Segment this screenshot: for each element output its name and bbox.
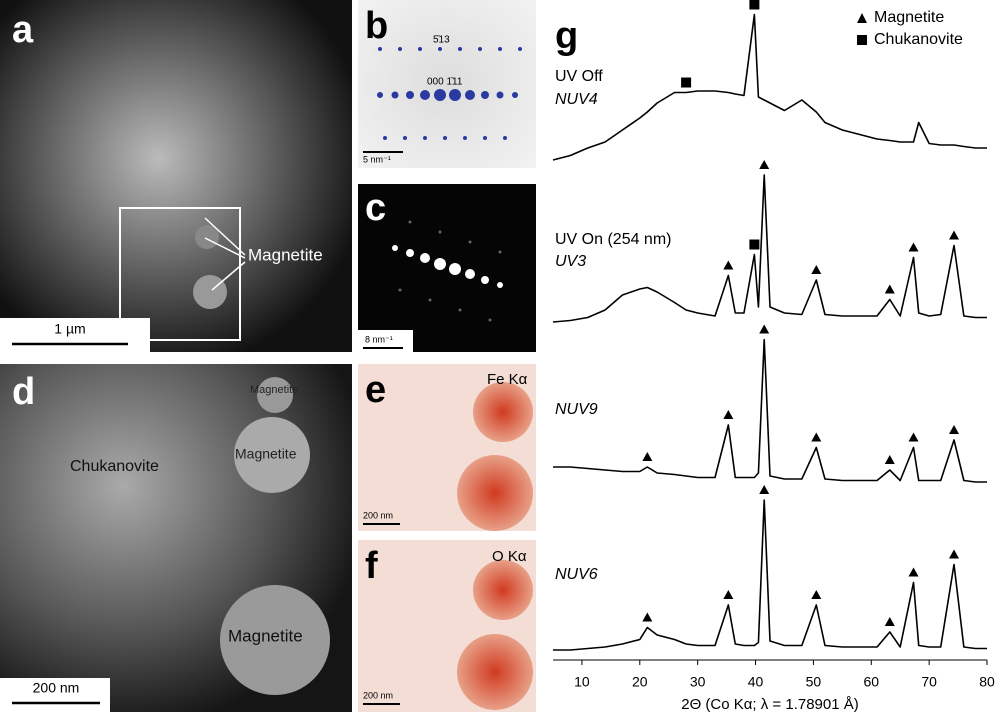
label: Magnetite: [228, 626, 303, 645]
x-tick-label: 10: [574, 674, 590, 690]
series-label: UV3: [555, 253, 586, 270]
label: Fe Kα: [487, 371, 528, 388]
phase-marker: [642, 452, 653, 461]
label: O Kα: [492, 548, 527, 565]
legend-label: Chukanovite: [874, 31, 963, 48]
panel-letter: b: [365, 5, 388, 47]
x-axis-label: 2Θ (Co Kα; λ = 1.78901 Å): [681, 696, 859, 713]
panel-b: b 5̄13 000 1̄11 5 nm⁻¹: [358, 0, 536, 168]
phase-marker: [759, 485, 770, 494]
panel-letter: d: [12, 371, 35, 413]
phase-marker: [723, 410, 734, 419]
phase-marker: [759, 324, 770, 334]
phase-marker: [681, 77, 692, 88]
label: Chukanovite: [70, 458, 159, 475]
panel-letter: c: [365, 187, 386, 229]
panel-f: f O Kα 200 nm: [358, 540, 536, 712]
scale-bar: 200 nm: [363, 510, 393, 520]
label: Magnetite: [250, 384, 298, 396]
phase-marker: [908, 567, 919, 577]
panel-letter: f: [365, 545, 378, 587]
phase-marker: [949, 549, 960, 559]
panel-letter: g: [555, 15, 578, 57]
phase-marker: [759, 160, 770, 169]
label: Magnetite: [235, 446, 297, 462]
xrd-trace: [552, 13, 987, 161]
condition-label: UV On (254 nm): [555, 231, 671, 248]
scale-bar: 1 µm: [54, 321, 85, 337]
scale-bar: 5 nm⁻¹: [363, 154, 391, 164]
phase-marker: [949, 230, 960, 240]
label: 000 1̄11: [427, 77, 463, 88]
panel-c: c 8 nm⁻¹: [358, 184, 536, 352]
phase-marker: [884, 284, 895, 294]
x-tick-label: 40: [748, 674, 764, 690]
scale-bar: 200 nm: [33, 680, 80, 696]
phase-marker: [723, 590, 734, 599]
x-tick-label: 20: [632, 674, 648, 690]
panel-letter: a: [12, 9, 34, 51]
phase-marker: [884, 617, 895, 626]
phase-marker: [642, 612, 653, 622]
scale-bar: 200 nm: [363, 690, 393, 700]
panel-a: a Magnetite 1 µm: [0, 0, 352, 352]
legend-symbol: [857, 35, 867, 45]
series-label: NUV9: [555, 401, 598, 418]
phase-marker: [908, 242, 919, 252]
xrd-trace: [553, 338, 987, 483]
phase-marker: [811, 432, 822, 442]
phase-marker: [949, 425, 960, 434]
label: Magnetite: [248, 245, 323, 264]
series-label: NUV6: [555, 566, 598, 583]
series-label: NUV4: [555, 91, 598, 108]
x-tick-label: 70: [921, 674, 937, 690]
legend-label: Magnetite: [874, 9, 944, 26]
phase-marker: [811, 590, 822, 599]
xrd-trace: [553, 499, 987, 651]
phase-marker: [908, 432, 919, 442]
x-tick-label: 60: [863, 674, 879, 690]
x-tick-label: 50: [806, 674, 822, 690]
phase-marker: [884, 455, 895, 464]
x-tick-label: 30: [690, 674, 706, 690]
legend-symbol: [857, 13, 867, 23]
phase-marker: [723, 260, 734, 270]
phase-marker: [749, 239, 760, 250]
x-tick-label: 80: [979, 674, 995, 690]
condition-label: UV Off: [555, 68, 603, 85]
phase-marker: [749, 0, 760, 10]
panel-d: d Magnetite Magnetite Chukanovite Magnet…: [0, 364, 352, 712]
xrd-trace: [552, 174, 987, 323]
panel-e: e Fe Kα 200 nm: [358, 364, 536, 531]
label: 5̄13: [433, 35, 450, 46]
panel-g: g 2Θ (Co Kα; λ = 1.78901 Å) 10 20 30 40 50 60…: [552, 0, 995, 713]
phase-marker: [811, 265, 822, 274]
panel-letter: e: [365, 369, 386, 411]
scale-bar: 8 nm⁻¹: [365, 334, 393, 344]
